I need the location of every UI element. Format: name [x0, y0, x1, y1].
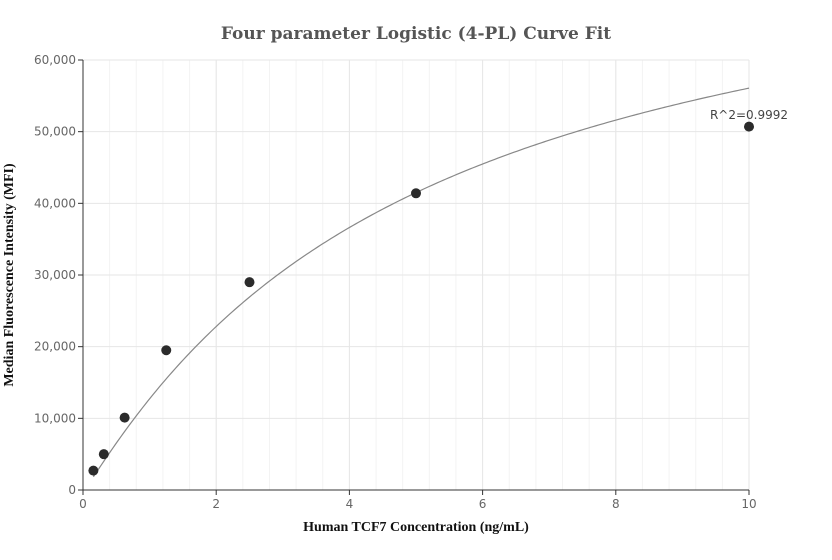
x-tick-label: 6 [479, 497, 487, 511]
data-point [411, 188, 421, 199]
data-point [98, 449, 109, 460]
y-tick-label: 20,000 [34, 340, 76, 354]
y-tick-label: 50,000 [34, 125, 76, 139]
axes: 0 10,000 20,000 30,000 40,000 50,000 60,000 0 2 4… [34, 53, 757, 511]
y-tick-label: 60,000 [34, 53, 76, 67]
fit-curve-layer [92, 87, 750, 478]
data-points [88, 121, 754, 476]
x-tick-label: 4 [346, 497, 354, 511]
fit-curve-line [92, 87, 750, 478]
data-point [744, 121, 754, 132]
x-tick-label: 10 [741, 497, 756, 511]
grid [82, 59, 750, 491]
y-tick-label: 30,000 [34, 268, 76, 282]
y-tick-label: 10,000 [34, 411, 76, 425]
chart-title: Four parameter Logistic (4-PL) Curve Fit [221, 24, 611, 44]
y-tick-label: 0 [68, 483, 76, 497]
data-point [119, 412, 130, 423]
r-squared-annotation: R^2=0.9992 [710, 108, 788, 122]
data-point [88, 465, 99, 476]
data-point [161, 345, 172, 356]
data-point [244, 277, 255, 288]
x-tick-label: 2 [212, 497, 220, 511]
x-axis-title: Human TCF7 Concentration (ng/mL) [303, 520, 529, 535]
x-tick-label: 0 [79, 497, 87, 511]
y-tick-label: 40,000 [34, 196, 76, 210]
x-tick-label: 8 [612, 497, 620, 511]
y-axis-title: Median Fluorescence Intensity (MFI) [2, 163, 17, 387]
